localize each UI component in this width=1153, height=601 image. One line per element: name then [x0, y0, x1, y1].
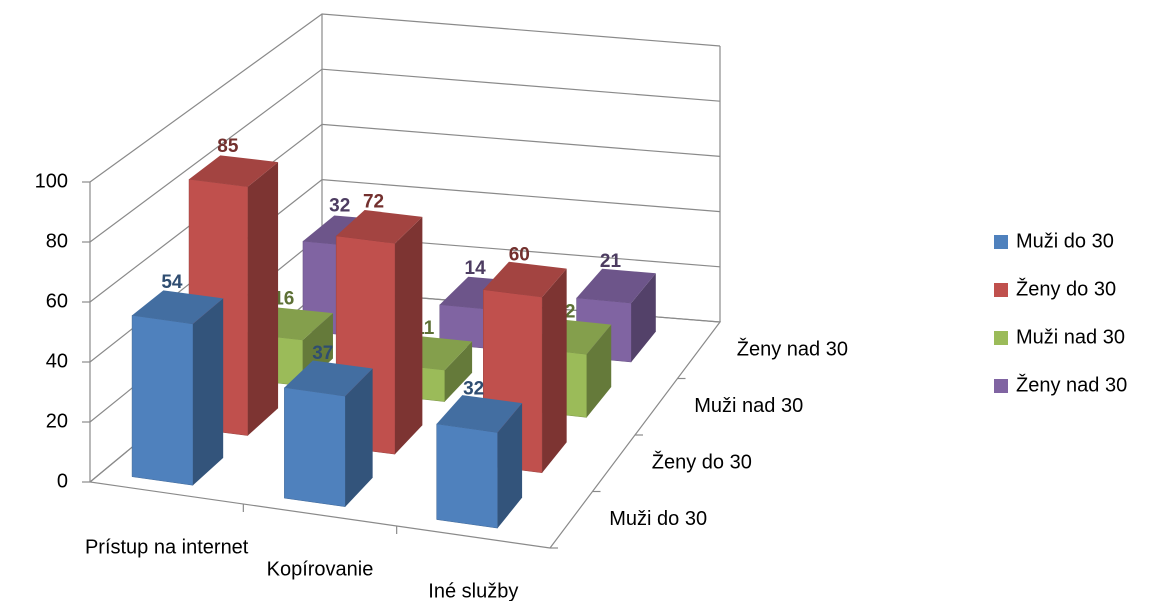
data-label: 32 [329, 196, 350, 217]
y-tick-label: 80 [46, 230, 68, 252]
bar-top [436, 395, 523, 433]
bar [131, 290, 224, 486]
bar-front [284, 387, 346, 507]
y-tick-label: 0 [57, 470, 68, 492]
bar-side [444, 341, 473, 402]
bar-side [395, 216, 423, 455]
data-label: 54 [161, 272, 183, 293]
legend-swatch [994, 331, 1008, 345]
y-tick-label: 40 [46, 350, 68, 372]
data-label: 16 [273, 289, 294, 310]
data-label: 37 [312, 343, 333, 364]
legend-label: Ženy nad 30 [1016, 373, 1127, 396]
bar [284, 360, 373, 507]
data-label: 72 [363, 192, 384, 213]
legend-swatch [994, 235, 1008, 249]
bar [436, 395, 523, 529]
bar-side [192, 298, 224, 486]
legend-swatch [994, 379, 1008, 393]
x-tick-label: Iné služby [428, 580, 518, 601]
depth-tick-label: Ženy nad 30 [737, 338, 848, 361]
y-tick-label: 20 [46, 410, 68, 432]
depth-tick-label: Muži do 30 [609, 508, 707, 530]
data-label: 32 [463, 379, 484, 400]
data-label: 60 [509, 244, 530, 265]
bar-side [586, 324, 612, 418]
bar-front [436, 423, 498, 529]
bar-side [542, 268, 567, 473]
bar-top [336, 210, 423, 244]
x-tick-label: Prístup na internet [85, 536, 249, 558]
bar-top [483, 261, 567, 298]
y-tick-label: 100 [35, 170, 68, 192]
bar-top [576, 268, 656, 304]
depth-tick-label: Ženy do 30 [652, 451, 752, 474]
bar-side [497, 403, 523, 529]
bar-top [132, 290, 224, 324]
bar-top [284, 360, 373, 397]
data-label: 85 [217, 136, 239, 157]
bar-side [631, 273, 656, 363]
bar-side [247, 162, 279, 436]
bar-top [189, 155, 279, 187]
grid-line [89, 13, 721, 183]
y-tick-label: 60 [46, 290, 68, 312]
bar-front [131, 315, 194, 486]
legend-label: Ženy do 30 [1016, 277, 1116, 300]
legend-label: Muži do 30 [1016, 230, 1114, 252]
legend-swatch [994, 283, 1008, 297]
x-tick-label: Kopírovanie [267, 558, 374, 580]
legend-label: Muži nad 30 [1016, 326, 1125, 348]
data-label: 14 [465, 258, 487, 279]
data-label: 21 [600, 251, 622, 272]
bar-side [345, 368, 373, 507]
depth-tick-label: Muži nad 30 [694, 395, 803, 417]
